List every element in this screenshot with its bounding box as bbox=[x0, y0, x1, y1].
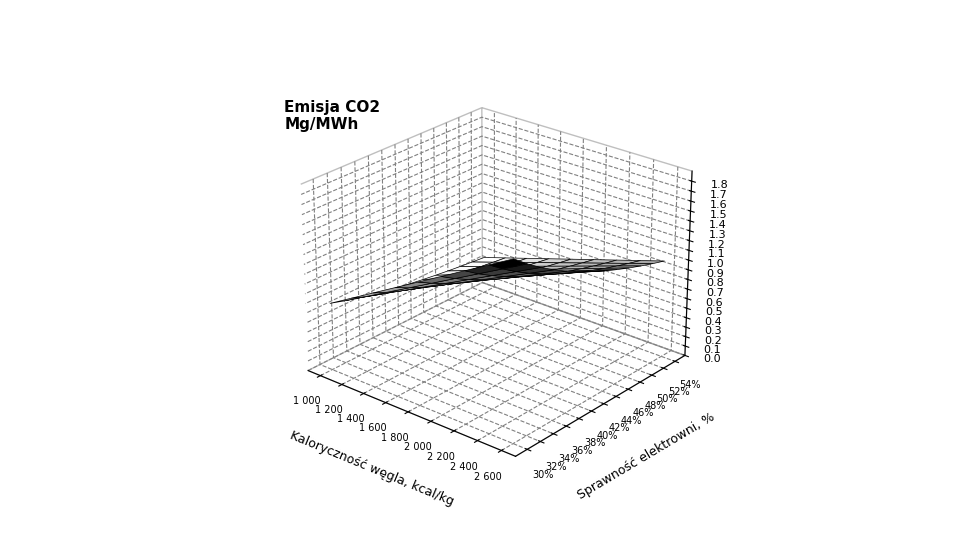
Y-axis label: Sprawność elektrowni, %: Sprawność elektrowni, % bbox=[575, 410, 717, 502]
X-axis label: Kaloryczność węgla, kcal/kg: Kaloryczność węgla, kcal/kg bbox=[288, 428, 456, 508]
Text: Emisja CO2
Mg/MWh: Emisja CO2 Mg/MWh bbox=[284, 100, 380, 133]
